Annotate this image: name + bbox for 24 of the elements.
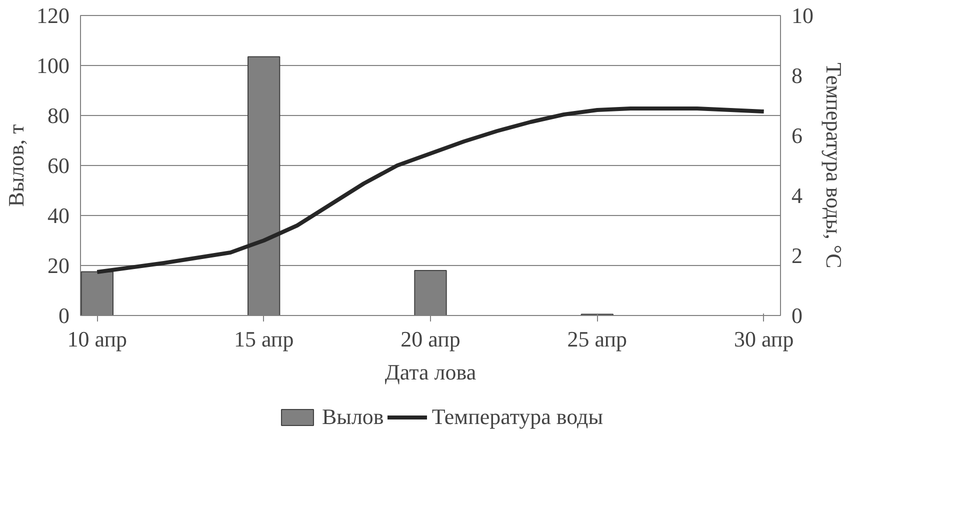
- y-axis-title: Вылов, т: [4, 124, 28, 207]
- x-tick-label: 25 апр: [567, 326, 628, 352]
- x-tick-label: 15 апр: [234, 326, 294, 352]
- y-tick-label: 60: [48, 153, 70, 178]
- y2-tick-label: 10: [792, 3, 814, 28]
- y-tick-label: 0: [58, 303, 70, 328]
- x-tick-label: 10 апр: [67, 326, 128, 352]
- x-tick-label: 20 апр: [400, 326, 460, 352]
- y2-axis-title: Температура воды, °C: [822, 62, 846, 268]
- line-series: [95, 106, 766, 274]
- legend-label: Вылов: [322, 404, 384, 430]
- y-tick-label: 40: [48, 203, 70, 228]
- y-tick-label: 120: [36, 3, 70, 28]
- y2-tick-label: 4: [792, 183, 802, 208]
- y2-tick-label: 6: [792, 123, 802, 148]
- y-tick-label: 80: [48, 103, 70, 128]
- y-tick-label: 20: [48, 253, 70, 278]
- x-axis-title: Дата лова: [384, 360, 476, 384]
- y2-tick-label: 0: [792, 303, 802, 328]
- y2-tick-label: 8: [792, 63, 802, 88]
- x-tick-label: 30 апр: [734, 326, 794, 352]
- legend-label: Температура воды: [432, 404, 604, 430]
- y2-tick-label: 2: [792, 243, 802, 268]
- y-tick-label: 100: [36, 53, 70, 78]
